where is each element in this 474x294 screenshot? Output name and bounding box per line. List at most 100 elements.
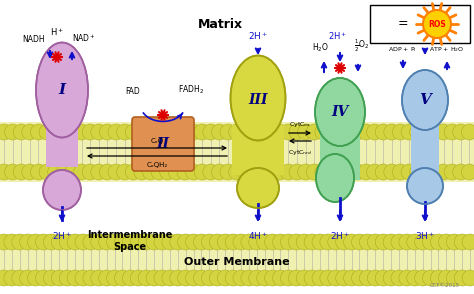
- Circle shape: [289, 164, 305, 180]
- Circle shape: [178, 234, 194, 250]
- Circle shape: [83, 270, 99, 286]
- Circle shape: [100, 124, 115, 140]
- Circle shape: [138, 270, 154, 286]
- Circle shape: [170, 270, 186, 286]
- Circle shape: [151, 164, 167, 180]
- Text: Matrix: Matrix: [198, 18, 243, 31]
- Circle shape: [367, 270, 383, 286]
- Circle shape: [193, 234, 210, 250]
- Circle shape: [27, 270, 44, 286]
- Circle shape: [115, 234, 130, 250]
- Ellipse shape: [315, 78, 365, 146]
- Circle shape: [30, 164, 46, 180]
- Circle shape: [154, 234, 170, 250]
- Circle shape: [352, 234, 367, 250]
- Circle shape: [444, 164, 460, 180]
- Circle shape: [447, 234, 462, 250]
- Ellipse shape: [230, 56, 285, 141]
- Circle shape: [138, 234, 154, 250]
- Circle shape: [5, 164, 20, 180]
- Circle shape: [281, 164, 296, 180]
- Circle shape: [203, 124, 219, 140]
- Circle shape: [257, 234, 273, 250]
- Circle shape: [134, 164, 150, 180]
- Circle shape: [48, 124, 64, 140]
- Circle shape: [304, 270, 320, 286]
- Circle shape: [100, 164, 115, 180]
- Circle shape: [56, 164, 73, 180]
- Circle shape: [83, 234, 99, 250]
- Circle shape: [349, 164, 365, 180]
- Circle shape: [304, 234, 320, 250]
- Circle shape: [220, 124, 236, 140]
- Text: $\frac{1}{2}$O$_2$: $\frac{1}{2}$O$_2$: [355, 38, 370, 54]
- Circle shape: [233, 270, 249, 286]
- Circle shape: [367, 234, 383, 250]
- Circle shape: [320, 234, 336, 250]
- Text: 2H$^+$: 2H$^+$: [52, 230, 72, 242]
- Circle shape: [358, 164, 374, 180]
- Circle shape: [160, 164, 176, 180]
- Circle shape: [312, 270, 328, 286]
- Circle shape: [130, 234, 146, 250]
- Circle shape: [134, 124, 150, 140]
- Text: 4H$^+$: 4H$^+$: [248, 230, 268, 242]
- Circle shape: [344, 270, 360, 286]
- Circle shape: [392, 124, 409, 140]
- Circle shape: [281, 124, 296, 140]
- Circle shape: [99, 270, 115, 286]
- Circle shape: [59, 234, 75, 250]
- Circle shape: [438, 270, 455, 286]
- Circle shape: [323, 164, 339, 180]
- Circle shape: [430, 270, 447, 286]
- Circle shape: [91, 164, 107, 180]
- Circle shape: [67, 234, 83, 250]
- Circle shape: [237, 164, 253, 180]
- Text: =: =: [398, 18, 409, 31]
- Text: NADH: NADH: [23, 35, 46, 44]
- Circle shape: [328, 270, 344, 286]
- Circle shape: [91, 270, 107, 286]
- Circle shape: [194, 124, 210, 140]
- Text: IV: IV: [331, 105, 348, 119]
- Circle shape: [344, 234, 360, 250]
- Circle shape: [51, 234, 67, 250]
- Circle shape: [75, 270, 91, 286]
- Circle shape: [332, 164, 348, 180]
- Circle shape: [0, 270, 12, 286]
- Circle shape: [65, 124, 81, 140]
- Text: Intermembrane
Space: Intermembrane Space: [87, 230, 173, 252]
- Circle shape: [99, 234, 115, 250]
- Circle shape: [210, 270, 225, 286]
- Circle shape: [0, 164, 12, 180]
- Circle shape: [48, 164, 64, 180]
- Text: CCF©2015: CCF©2015: [430, 283, 460, 288]
- Circle shape: [225, 234, 241, 250]
- Circle shape: [401, 124, 417, 140]
- Circle shape: [82, 164, 98, 180]
- Text: 2H$^+$: 2H$^+$: [328, 30, 347, 42]
- Circle shape: [336, 270, 352, 286]
- Circle shape: [461, 124, 474, 140]
- Bar: [232, 125, 284, 175]
- Circle shape: [107, 234, 123, 250]
- Circle shape: [249, 234, 265, 250]
- Circle shape: [273, 270, 289, 286]
- Circle shape: [273, 234, 289, 250]
- Circle shape: [39, 124, 55, 140]
- Circle shape: [289, 124, 305, 140]
- Circle shape: [257, 270, 273, 286]
- Text: I: I: [58, 83, 65, 97]
- Circle shape: [44, 270, 59, 286]
- Circle shape: [186, 164, 201, 180]
- Text: H$_2$O: H$_2$O: [311, 41, 328, 54]
- Circle shape: [328, 234, 344, 250]
- Circle shape: [162, 270, 178, 286]
- Circle shape: [217, 270, 233, 286]
- Circle shape: [323, 124, 339, 140]
- Text: NAD$^+$: NAD$^+$: [72, 32, 96, 44]
- Circle shape: [436, 124, 452, 140]
- Circle shape: [0, 234, 12, 250]
- Text: CₒQ: CₒQ: [150, 138, 164, 144]
- Circle shape: [407, 234, 423, 250]
